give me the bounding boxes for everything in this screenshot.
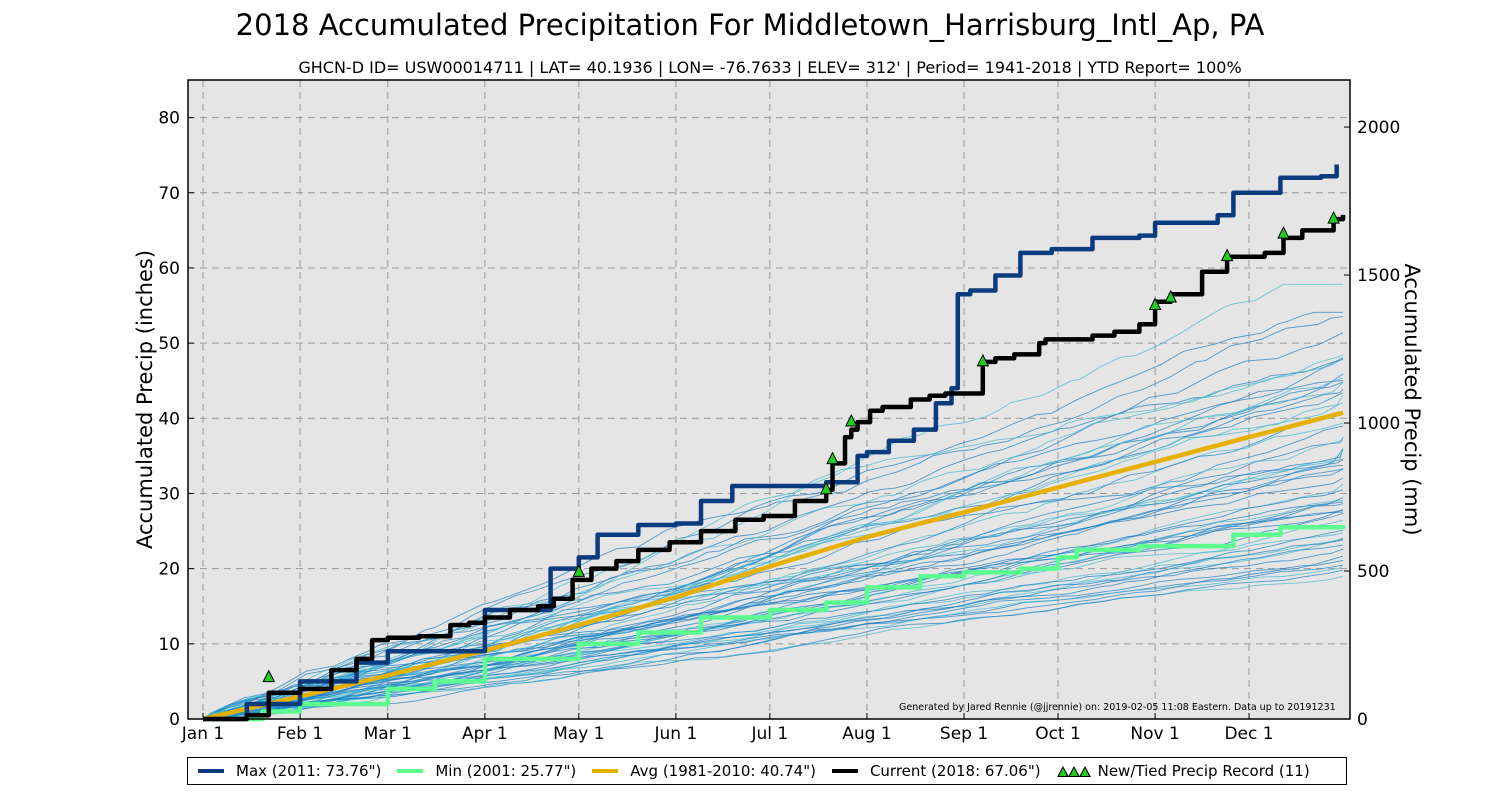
record-marker	[1327, 210, 1340, 224]
history-year-line	[202, 468, 1344, 720]
x-tick-label: Oct 1	[1035, 724, 1081, 744]
legend-swatch-current	[831, 769, 858, 773]
x-tick-label: Jan 1	[181, 724, 224, 744]
y-tick-label: 10	[158, 635, 180, 655]
history-year-line	[202, 414, 1344, 720]
history-year-line	[202, 459, 1344, 720]
x-tick-label: Jun 1	[654, 724, 698, 744]
legend-label-avg: Avg (1981-2010: 40.74")	[630, 762, 816, 780]
history-year-line	[202, 392, 1344, 720]
credit-text: Generated by Jared Rennie (@jjrennie) on…	[899, 702, 1336, 713]
history-year-line	[202, 519, 1344, 720]
legend-label-record: New/Tied Precip Record (11)	[1097, 762, 1310, 780]
x-tick-label: Feb 1	[277, 724, 323, 744]
history-year-line	[202, 439, 1344, 720]
history-year-line	[202, 569, 1344, 720]
y2-tick-label: 500	[1357, 562, 1389, 582]
y2-tick-label: 1000	[1357, 414, 1400, 434]
history-year-line	[202, 311, 1343, 720]
series-line-min	[203, 525, 1346, 722]
record-triangle-icon	[1056, 765, 1091, 777]
y2-tick-label: 0	[1357, 710, 1368, 730]
record-marker	[1277, 225, 1290, 239]
history-year-line	[202, 503, 1344, 720]
history-year-line	[202, 381, 1344, 720]
legend-item-current: Current (2018: 67.06")	[831, 762, 1041, 780]
y-tick-label: 70	[158, 184, 180, 204]
record-marker	[826, 451, 839, 465]
history-year-line	[202, 395, 1344, 720]
legend-label-min: Min (2001: 25.77")	[435, 762, 577, 780]
history-year-line	[202, 448, 1344, 720]
y-tick-label: 40	[158, 409, 180, 429]
x-tick-label: Mar 1	[364, 724, 412, 744]
history-year-line	[202, 548, 1344, 720]
history-year-line	[202, 539, 1344, 720]
legend-item-avg: Avg (1981-2010: 40.74")	[592, 762, 816, 780]
y-tick-label: 0	[169, 710, 180, 730]
x-tick-label: Dec 1	[1224, 724, 1273, 744]
x-tick-label: Apr 1	[462, 724, 508, 744]
y-tick-label: 60	[158, 259, 180, 279]
record-marker	[262, 669, 276, 683]
chart-title: 2018 Accumulated Precipitation For Middl…	[235, 8, 1265, 42]
history-year-line	[202, 497, 1344, 720]
x-tick-label: Nov 1	[1130, 724, 1179, 744]
history-year-line	[202, 537, 1344, 720]
y-axis-label: Accumulated Precip (inches)	[133, 250, 157, 549]
legend-item-record: New/Tied Precip Record (11)	[1056, 762, 1310, 780]
history-year-line	[202, 499, 1344, 720]
y-tick-label: 80	[158, 109, 180, 129]
record-marker	[976, 353, 990, 367]
record-marker	[1220, 248, 1234, 262]
record-marker	[1148, 297, 1162, 311]
legend-label-current: Current (2018: 67.06")	[869, 762, 1041, 780]
chart-subtitle: GHCN-D ID= USW00014711 | LAT= 40.1936 | …	[298, 58, 1242, 77]
record-marker	[572, 564, 586, 577]
legend-item-max: Max (2011: 73.76")	[198, 762, 381, 780]
record-marker	[844, 413, 858, 427]
plot-frame	[187, 79, 1351, 720]
history-year-line	[202, 501, 1344, 720]
y-tick-label: 50	[158, 334, 180, 354]
record-marker	[819, 481, 833, 495]
x-tick-label: May 1	[553, 724, 604, 744]
series-line-avg	[202, 410, 1344, 722]
x-tick-label: Jul 1	[751, 724, 789, 744]
y2-axis-label: Accumulated Precip (mm)	[1400, 263, 1424, 535]
y-tick-label: 30	[158, 484, 180, 504]
y2-tick-label: 1500	[1357, 266, 1400, 286]
history-year-line	[202, 373, 1344, 720]
x-tick-label: Aug 1	[842, 724, 891, 744]
legend-item-min: Min (2001: 25.77")	[397, 762, 576, 780]
history-year-line	[202, 538, 1344, 720]
legend-label-max: Max (2011: 73.76")	[236, 762, 382, 780]
legend-swatch-min	[397, 769, 424, 773]
y-tick-label: 20	[158, 560, 180, 580]
legend-swatch-avg	[592, 769, 619, 773]
chart-legend: Max (2011: 73.76") Min (2001: 25.77") Av…	[187, 757, 1347, 785]
y2-tick-label: 2000	[1357, 118, 1400, 138]
record-marker	[1164, 289, 1178, 303]
plot-area	[188, 80, 1350, 719]
x-tick-label: Sep 1	[940, 724, 988, 744]
history-year-line	[202, 422, 1344, 720]
history-year-line	[202, 564, 1344, 720]
legend-swatch-max	[198, 769, 224, 773]
